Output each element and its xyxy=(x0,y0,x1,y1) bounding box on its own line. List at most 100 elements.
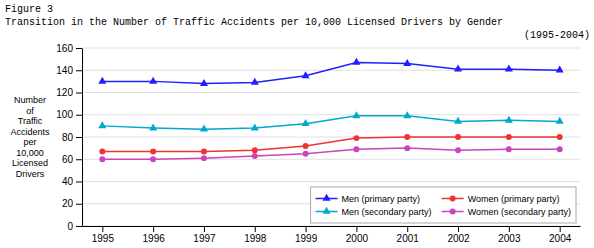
point xyxy=(252,153,258,159)
point xyxy=(149,123,157,130)
point xyxy=(353,146,359,152)
point xyxy=(505,116,513,123)
point xyxy=(200,125,208,132)
point xyxy=(98,121,106,128)
legend-marker xyxy=(323,194,331,201)
y-axis-label-line: Number xyxy=(14,95,46,105)
tick-mark xyxy=(76,137,82,138)
point xyxy=(149,77,157,84)
plot: 1995199619971998199920002001200220032004… xyxy=(56,43,580,244)
legend-label: Women (primary party) xyxy=(468,194,560,204)
y-axis-label-line: per xyxy=(23,137,36,147)
tick-mark xyxy=(509,226,510,232)
tick-label: 20 xyxy=(62,198,74,209)
tick-label: 2000 xyxy=(346,233,369,244)
tick: 2003 xyxy=(498,226,521,244)
tick: 1997 xyxy=(193,226,216,244)
point xyxy=(200,79,208,86)
subtitle: (1995-2004) xyxy=(524,30,590,41)
legend-marker xyxy=(450,196,456,202)
tick: 2000 xyxy=(346,226,369,244)
axis-line xyxy=(83,226,581,227)
tick: 2001 xyxy=(397,226,420,244)
legend-label: Women (secondary party) xyxy=(468,207,571,217)
point xyxy=(403,111,411,118)
tick: 80 xyxy=(62,132,82,143)
point xyxy=(352,111,360,118)
point xyxy=(99,148,105,154)
tick-mark xyxy=(356,226,357,232)
tick-label: 140 xyxy=(56,65,73,76)
legend-box xyxy=(311,187,576,223)
point xyxy=(505,64,513,71)
tick-mark xyxy=(76,93,82,94)
point xyxy=(302,119,310,126)
tick: 60 xyxy=(62,154,82,165)
y-axis-label-line: 10,000 xyxy=(16,148,44,158)
grid-line xyxy=(82,226,580,227)
tick-mark xyxy=(76,70,82,71)
legend-item: Women (primary party) xyxy=(442,194,560,204)
tick: 2002 xyxy=(447,226,470,244)
tick-mark xyxy=(407,226,408,232)
tick-label: 1999 xyxy=(295,233,318,244)
tick: 100 xyxy=(56,109,82,120)
tick: 0 xyxy=(67,221,82,232)
y-axis-label-line: Accidents xyxy=(10,127,50,137)
point xyxy=(252,147,258,153)
point xyxy=(454,117,462,124)
tick: 1996 xyxy=(143,226,166,244)
point xyxy=(303,143,309,149)
tick-label: 80 xyxy=(62,132,74,143)
tick-label: 1997 xyxy=(193,233,216,244)
tick-mark xyxy=(76,115,82,116)
subtitle: Transition in the Number of Traffic Acci… xyxy=(5,17,503,28)
series-group xyxy=(98,58,563,162)
series-line xyxy=(102,116,559,129)
chart: Figure 3Transition in the Number of Traf… xyxy=(0,0,594,248)
legend-marker xyxy=(450,209,456,215)
tick: 2004 xyxy=(549,226,572,244)
point xyxy=(302,71,310,78)
tick: 1999 xyxy=(295,226,318,244)
legend-marker xyxy=(323,207,331,214)
y-axis-label-line: Drivers xyxy=(16,169,45,179)
tick-label: 160 xyxy=(56,43,73,54)
x-axis: 1995199619971998199920002001200220032004 xyxy=(83,226,581,244)
y-axis-label-line: of xyxy=(26,106,34,116)
tick-label: 2001 xyxy=(397,233,420,244)
tick-label: 1996 xyxy=(143,233,166,244)
point xyxy=(455,147,461,153)
tick-label: 1998 xyxy=(244,233,267,244)
point xyxy=(353,135,359,141)
tick-mark xyxy=(458,226,459,232)
point xyxy=(201,155,207,161)
series-line xyxy=(102,148,559,159)
legend-item: Women (secondary party) xyxy=(442,207,571,217)
point xyxy=(506,134,512,140)
point xyxy=(404,134,410,140)
point xyxy=(556,66,564,73)
tick-mark xyxy=(76,226,82,227)
tick-mark xyxy=(153,226,154,232)
grid-line xyxy=(82,181,580,182)
tick-label: 2002 xyxy=(447,233,470,244)
point xyxy=(251,78,259,85)
tick-label: 60 xyxy=(62,154,74,165)
point xyxy=(352,58,360,65)
tick-mark xyxy=(76,48,82,49)
point xyxy=(557,146,563,152)
y-axis-label-line: Licensed xyxy=(12,158,48,168)
y-axis-label-line: Traffic xyxy=(18,116,43,126)
tick-mark xyxy=(255,226,256,232)
series-line xyxy=(102,62,559,83)
point xyxy=(99,156,105,162)
tick: 160 xyxy=(56,43,82,54)
point xyxy=(98,77,106,84)
point xyxy=(454,64,462,71)
tick: 40 xyxy=(62,176,82,187)
tick-mark xyxy=(76,204,82,205)
tick-mark xyxy=(102,226,103,232)
y-axis-label: NumberofTrafficAccidentsper10,000License… xyxy=(10,95,50,178)
legend-item: Men (primary party) xyxy=(316,194,421,204)
